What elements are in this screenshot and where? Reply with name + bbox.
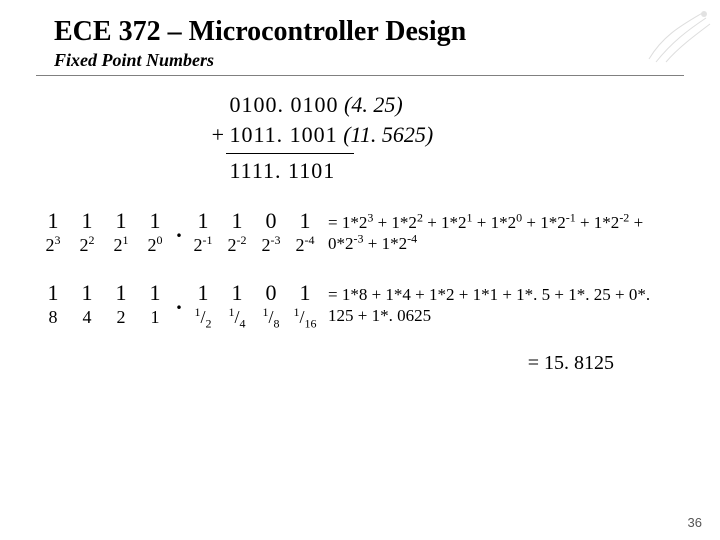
page-subtitle: Fixed Point Numbers — [36, 50, 684, 71]
bit-value: 1 — [220, 280, 254, 306]
bit-weight: 1/16 — [288, 306, 322, 328]
bit-value: 1 — [70, 208, 104, 234]
expansion-values: = 1*8 + 1*4 + 1*2 + 1*1 + 1*. 5 + 1*. 25… — [328, 280, 668, 327]
bit-weight: 2-4 — [288, 234, 322, 256]
bit-column: 123 — [36, 208, 70, 256]
bit-column: 11/4 — [220, 280, 254, 328]
bit-value: 0 — [254, 208, 288, 234]
addend-1-value: (4. 25) — [344, 92, 403, 117]
addend-1-bits: 0100. 0100 — [230, 92, 339, 117]
bit-column: 11/16 — [288, 280, 322, 328]
bit-value: 1 — [138, 208, 172, 234]
bit-weight: 22 — [70, 234, 104, 256]
bit-weight: 20 — [138, 234, 172, 256]
bit-row-powers: 123122121120.12-112-202-312-4 = 1*23 + 1… — [36, 208, 684, 256]
bit-weight: 2-1 — [186, 234, 220, 256]
bit-weight: 21 — [104, 234, 138, 256]
bit-weight: 1 — [138, 306, 172, 328]
bit-weight: 2-3 — [254, 234, 288, 256]
addend-2-value: (11. 5625) — [343, 122, 433, 147]
radix-point: . — [172, 208, 186, 252]
page-number: 36 — [688, 515, 702, 530]
page-title: ECE 372 – Microcontroller Design — [36, 16, 684, 48]
bit-column: 02-3 — [254, 208, 288, 256]
bit-column: 122 — [70, 208, 104, 256]
bit-column: 120 — [138, 208, 172, 256]
bit-weight: 1/2 — [186, 306, 220, 328]
bit-column: 121 — [104, 208, 138, 256]
bit-value: 1 — [288, 208, 322, 234]
plus-sign: + — [206, 120, 224, 150]
bit-weight: 8 — [36, 306, 70, 328]
bit-column: 14 — [70, 280, 104, 328]
bit-row-values: 18141211.11/211/401/811/16 = 1*8 + 1*4 +… — [36, 280, 684, 328]
sum-rule — [226, 153, 354, 154]
radix-point: . — [172, 280, 186, 324]
bit-value: 1 — [104, 280, 138, 306]
bit-column: 12-4 — [288, 208, 322, 256]
bit-weight: 1/8 — [254, 306, 288, 328]
bit-value: 1 — [70, 280, 104, 306]
bit-column: 01/8 — [254, 280, 288, 328]
bit-value: 1 — [138, 280, 172, 306]
bit-value: 1 — [288, 280, 322, 306]
bit-column: 12-1 — [186, 208, 220, 256]
bit-column: 12-2 — [220, 208, 254, 256]
slide: ECE 372 – Microcontroller Design Fixed P… — [0, 0, 720, 540]
bit-column: 11 — [138, 280, 172, 328]
bit-table-values: 18141211.11/211/401/811/16 — [36, 280, 322, 328]
addition-block: 0100. 0100 (4. 25) + 1011. 1001 (11. 562… — [206, 90, 684, 186]
bit-value: 1 — [186, 280, 220, 306]
bit-column: 18 — [36, 280, 70, 328]
bit-value: 0 — [254, 280, 288, 306]
bit-value: 1 — [186, 208, 220, 234]
corner-decoration — [644, 4, 714, 64]
bit-expansion-rows: 123122121120.12-112-202-312-4 = 1*23 + 1… — [36, 208, 684, 328]
addend-2-bits: 1011. 1001 — [230, 122, 338, 147]
bit-value: 1 — [104, 208, 138, 234]
bit-table-powers: 123122121120.12-112-202-312-4 — [36, 208, 322, 256]
bit-weight: 1/4 — [220, 306, 254, 328]
bit-column: 12 — [104, 280, 138, 328]
bit-weight: 4 — [70, 306, 104, 328]
title-rule — [36, 75, 684, 76]
bit-column: 11/2 — [186, 280, 220, 328]
bit-value: 1 — [220, 208, 254, 234]
final-answer: = 15. 8125 — [36, 352, 684, 375]
bit-value: 1 — [36, 280, 70, 306]
bit-weight: 2 — [104, 306, 138, 328]
sum-bits: 1111. 1101 — [230, 158, 336, 183]
expansion-powers: = 1*23 + 1*22 + 1*21 + 1*20 + 1*2-1 + 1*… — [328, 208, 668, 255]
bit-value: 1 — [36, 208, 70, 234]
bit-weight: 23 — [36, 234, 70, 256]
bit-weight: 2-2 — [220, 234, 254, 256]
